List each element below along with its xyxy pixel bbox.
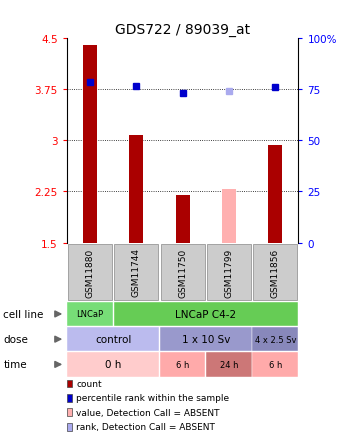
Text: count: count — [76, 379, 102, 388]
Text: 1 x 10 Sv: 1 x 10 Sv — [181, 335, 230, 344]
Text: GSM11856: GSM11856 — [271, 248, 280, 297]
Text: 0 h: 0 h — [105, 360, 121, 369]
Text: GSM11750: GSM11750 — [178, 248, 187, 297]
Text: GSM11744: GSM11744 — [132, 248, 141, 297]
Bar — [176, 195, 190, 243]
Bar — [129, 135, 143, 243]
Text: LNCaP C4-2: LNCaP C4-2 — [175, 309, 236, 319]
Text: rank, Detection Call = ABSENT: rank, Detection Call = ABSENT — [76, 422, 215, 431]
Text: control: control — [95, 335, 131, 344]
Text: GSM11880: GSM11880 — [85, 248, 95, 297]
Text: GSM11799: GSM11799 — [224, 248, 234, 297]
Bar — [222, 190, 236, 243]
Title: GDS722 / 89039_at: GDS722 / 89039_at — [115, 23, 250, 36]
Text: LNCaP: LNCaP — [76, 310, 104, 319]
Text: 6 h: 6 h — [176, 360, 189, 369]
Text: cell line: cell line — [3, 309, 44, 319]
Bar — [83, 46, 97, 243]
Text: 6 h: 6 h — [269, 360, 282, 369]
Text: 24 h: 24 h — [220, 360, 238, 369]
Text: time: time — [3, 360, 27, 369]
Text: dose: dose — [3, 335, 28, 344]
Text: value, Detection Call = ABSENT: value, Detection Call = ABSENT — [76, 408, 220, 417]
Text: percentile rank within the sample: percentile rank within the sample — [76, 394, 229, 402]
Text: 4 x 2.5 Sv: 4 x 2.5 Sv — [255, 335, 296, 344]
Bar — [268, 146, 282, 243]
